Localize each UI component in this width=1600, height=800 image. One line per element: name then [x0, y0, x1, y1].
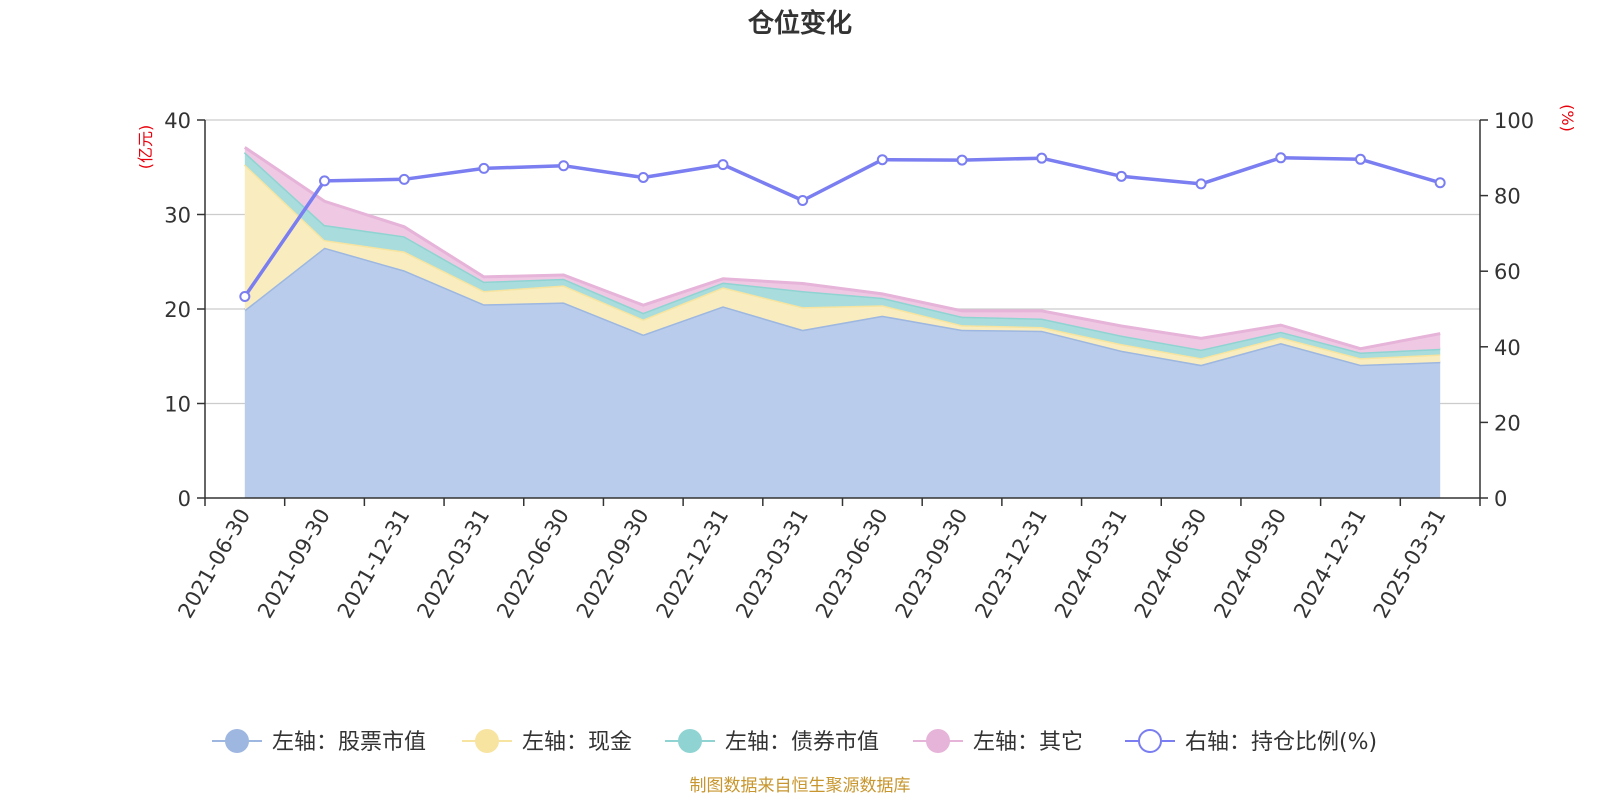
x-tick-label: 2022-09-30 — [572, 505, 654, 623]
right-tick-label: 0 — [1494, 487, 1507, 511]
right-tick-label: 100 — [1494, 109, 1534, 133]
ratio-point — [558, 160, 570, 172]
ratio-point — [1275, 152, 1287, 164]
right-tick-label: 40 — [1494, 336, 1521, 360]
x-tick-label: 2025-03-31 — [1369, 505, 1451, 623]
ratio-point — [1115, 170, 1127, 182]
right-tick-label: 20 — [1494, 411, 1521, 435]
legend-circle-icon — [475, 729, 499, 753]
legend-item[interactable]: 左轴：其它 — [913, 729, 1083, 755]
chart-title: 仓位变化 — [747, 8, 852, 39]
legend-label: 右轴：持仓比例(%) — [1185, 730, 1377, 755]
left-tick-label: 40 — [164, 109, 191, 133]
legend-circle-icon — [926, 729, 950, 753]
legend-label: 左轴：其它 — [973, 730, 1083, 755]
x-tick-label: 2023-03-31 — [731, 505, 813, 623]
x-tick-label: 2022-12-31 — [651, 505, 733, 623]
legend-circle-icon — [225, 729, 249, 753]
legend-label: 左轴：股票市值 — [272, 730, 426, 755]
ratio-point — [1195, 178, 1207, 190]
left-tick-label: 30 — [164, 204, 191, 228]
ratio-point — [717, 159, 729, 171]
ratio-line-path — [243, 156, 1441, 298]
source-note: 制图数据来自恒生聚源数据库 — [690, 776, 911, 796]
legend-circle-icon — [678, 729, 702, 753]
ratio-point — [319, 175, 331, 187]
left-tick-label: 20 — [164, 298, 191, 322]
x-tick-label: 2022-03-31 — [412, 505, 494, 623]
ratio-point — [1434, 177, 1446, 189]
x-tick-label: 2023-09-30 — [891, 505, 973, 623]
legend-item[interactable]: 右轴：持仓比例(%) — [1125, 729, 1377, 755]
legend-item[interactable]: 左轴：现金 — [462, 729, 632, 755]
ratio-point — [1354, 153, 1366, 165]
ratio-point — [478, 162, 490, 174]
right-tick-label: 60 — [1494, 260, 1521, 284]
ratio-point — [876, 154, 888, 166]
left-tick-label: 10 — [164, 393, 191, 417]
legend-label: 左轴：现金 — [522, 730, 632, 755]
left-tick-label: 0 — [178, 487, 191, 511]
legend-hollow-circle-icon — [1138, 729, 1162, 753]
x-tick-label: 2021-12-31 — [333, 505, 415, 623]
ratio-point — [239, 291, 251, 303]
x-tick-label: 2022-06-30 — [492, 505, 574, 623]
left-axis-unit: (亿元) — [136, 125, 155, 170]
x-tick-label: 2023-06-30 — [811, 505, 893, 623]
ratio-point — [398, 173, 410, 185]
ratio-line — [239, 152, 1446, 303]
legend-item[interactable]: 左轴：股票市值 — [212, 729, 426, 755]
right-tick-label: 80 — [1494, 185, 1521, 209]
legend-label: 左轴：债券市值 — [725, 730, 879, 755]
ratio-point — [1036, 152, 1048, 164]
right-axis-unit: (%) — [1558, 104, 1577, 132]
x-tick-label: 2024-12-31 — [1289, 505, 1371, 623]
x-tick-label: 2024-03-31 — [1050, 505, 1132, 623]
area-stock — [244, 247, 1441, 498]
x-tick-label: 2024-09-30 — [1209, 505, 1291, 623]
legend-item[interactable]: 左轴：债券市值 — [665, 729, 879, 755]
legend: 左轴：股票市值 左轴：现金 左轴：债券市值 左轴：其它 右轴：持仓比例(%) — [212, 729, 1377, 755]
stacked-areas — [243, 146, 1441, 498]
x-tick-label: 2021-09-30 — [253, 505, 335, 623]
ratio-point — [797, 195, 809, 207]
ratio-point — [956, 154, 968, 166]
area-other-edge — [243, 146, 1441, 351]
x-tick-label: 2021-06-30 — [173, 505, 255, 623]
ratio-point — [637, 171, 649, 183]
x-tick-label: 2023-12-31 — [970, 505, 1052, 623]
x-tick-label: 2024-06-30 — [1130, 505, 1212, 623]
